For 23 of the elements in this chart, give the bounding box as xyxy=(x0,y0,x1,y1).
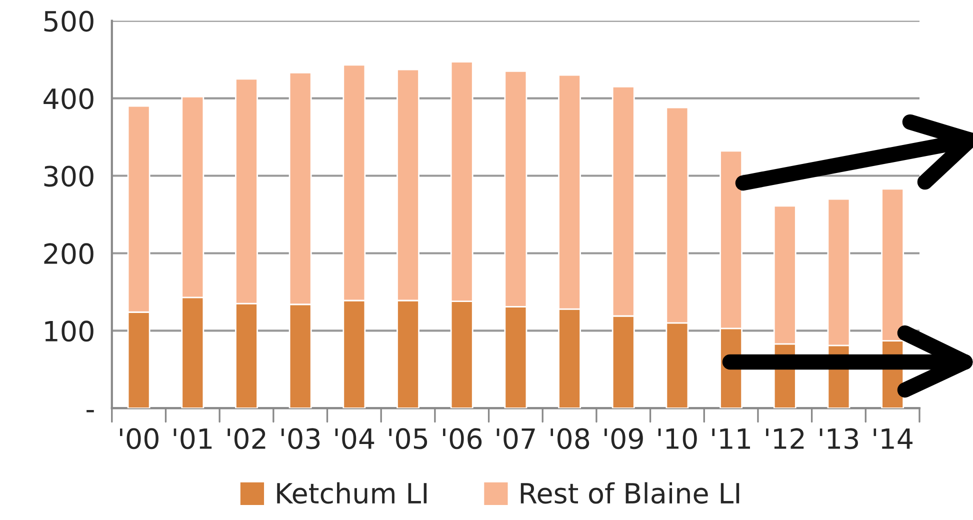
x-tick-label: '11 xyxy=(712,428,750,449)
x-tick-label: '02 xyxy=(228,428,266,450)
x-tick-label: '01 xyxy=(174,428,212,450)
x-tick-label: '14 xyxy=(874,428,912,449)
x-tick-label: '07 xyxy=(496,428,535,450)
x-tick-label: '04 xyxy=(335,428,374,450)
x-tick-label: '12 xyxy=(766,428,804,449)
y-tick-label: 500 xyxy=(44,10,94,32)
x-tick-label: '09 xyxy=(604,428,643,450)
x-tick-label: '08 xyxy=(550,428,590,450)
legend-label: Ketchum LI xyxy=(277,482,427,504)
x-tick-label: '06 xyxy=(443,428,482,450)
y-tick-label: 200 xyxy=(44,243,94,264)
legend-label: Rest of Blaine LI xyxy=(520,482,740,504)
y-tick-label: 300 xyxy=(44,166,94,187)
x-tick-label: '13 xyxy=(820,428,858,450)
x-tick-label: '05 xyxy=(389,428,428,450)
y-tick-label: 400 xyxy=(44,88,94,110)
x-tick-label: '10 xyxy=(658,428,697,450)
x-tick-label: '03 xyxy=(282,428,320,450)
x-tick-label: '00 xyxy=(120,428,158,450)
y-tick-label: 100 xyxy=(45,320,94,342)
y-tick-label: - xyxy=(86,410,94,412)
